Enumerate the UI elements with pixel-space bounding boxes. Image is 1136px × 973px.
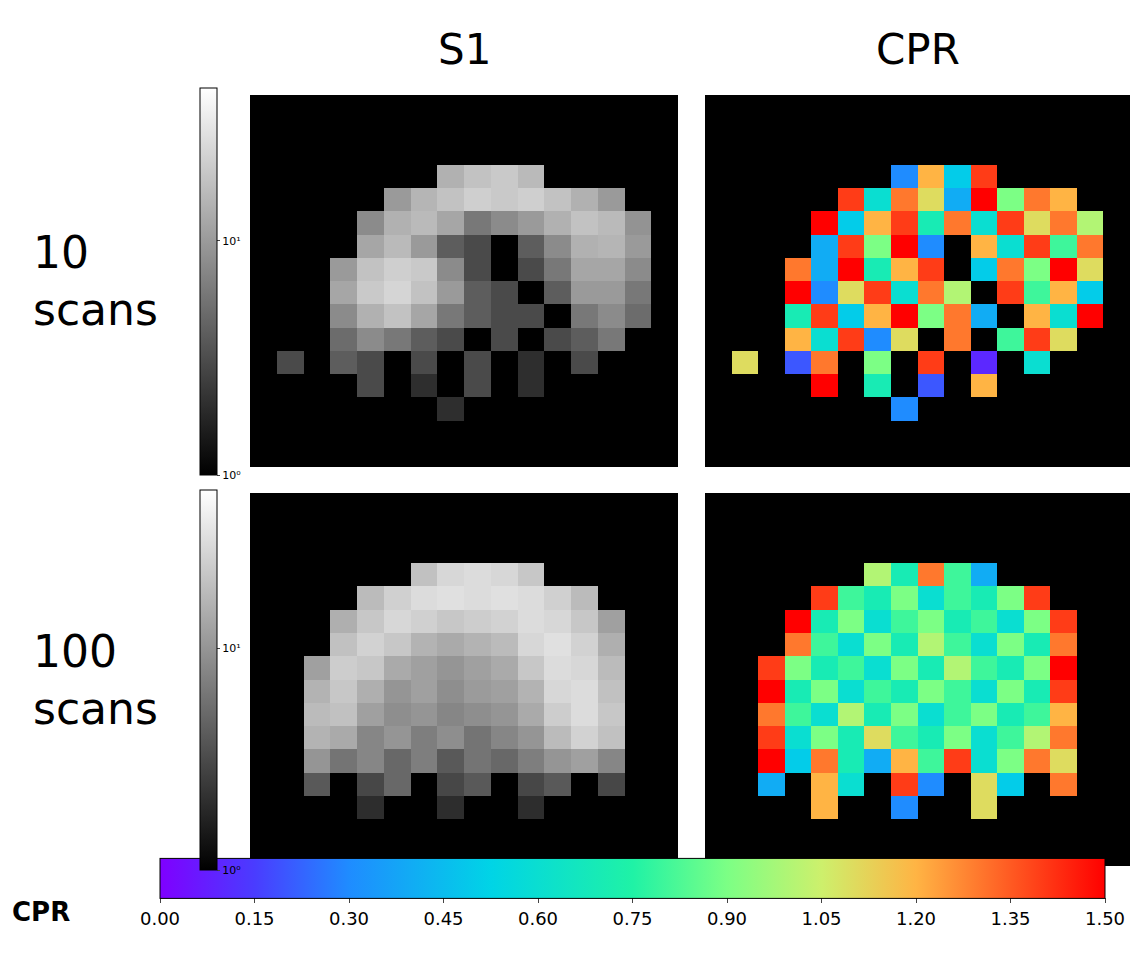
svg-text:10⁰: 10⁰	[222, 469, 241, 482]
svg-text:0.45: 0.45	[423, 908, 463, 929]
svg-text:1.50: 1.50	[1085, 908, 1125, 929]
svg-text:0.75: 0.75	[612, 908, 652, 929]
svg-text:100scans: 100scans	[33, 626, 158, 734]
svg-text:10⁰: 10⁰	[222, 864, 241, 877]
svg-text:0.60: 0.60	[518, 908, 558, 929]
svg-text:1.35: 1.35	[990, 908, 1030, 929]
svg-text:10scans: 10scans	[33, 227, 158, 335]
svg-text:1.20: 1.20	[896, 908, 936, 929]
svg-text:CPR: CPR	[876, 25, 960, 74]
svg-text:0.15: 0.15	[234, 908, 274, 929]
svg-text:0.90: 0.90	[707, 908, 747, 929]
svg-text:S1: S1	[438, 25, 491, 74]
svg-text:10¹: 10¹	[222, 642, 240, 655]
svg-text:CPR: CPR	[12, 897, 70, 927]
svg-text:0.30: 0.30	[329, 908, 369, 929]
svg-text:0.00: 0.00	[140, 908, 180, 929]
svg-text:10¹: 10¹	[222, 235, 240, 248]
svg-text:1.05: 1.05	[801, 908, 841, 929]
